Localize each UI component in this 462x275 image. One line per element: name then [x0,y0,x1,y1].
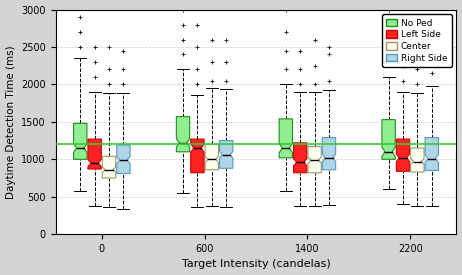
Polygon shape [205,144,219,170]
Polygon shape [73,123,87,159]
Polygon shape [322,138,336,170]
Polygon shape [219,141,233,168]
Polygon shape [411,148,424,172]
Polygon shape [279,119,292,158]
Polygon shape [117,145,130,174]
Polygon shape [191,139,204,173]
X-axis label: Target Intensity (candelas): Target Intensity (candelas) [182,259,330,270]
Y-axis label: Daytime Detection Time (ms): Daytime Detection Time (ms) [6,45,16,199]
Polygon shape [103,156,116,178]
Polygon shape [382,120,395,159]
Polygon shape [293,143,307,173]
Legend: No Ped, Left Side, Center, Right Side: No Ped, Left Side, Center, Right Side [382,14,452,67]
Polygon shape [308,147,321,173]
Polygon shape [425,138,438,170]
Polygon shape [176,117,190,152]
Polygon shape [396,139,410,171]
Polygon shape [88,139,101,169]
